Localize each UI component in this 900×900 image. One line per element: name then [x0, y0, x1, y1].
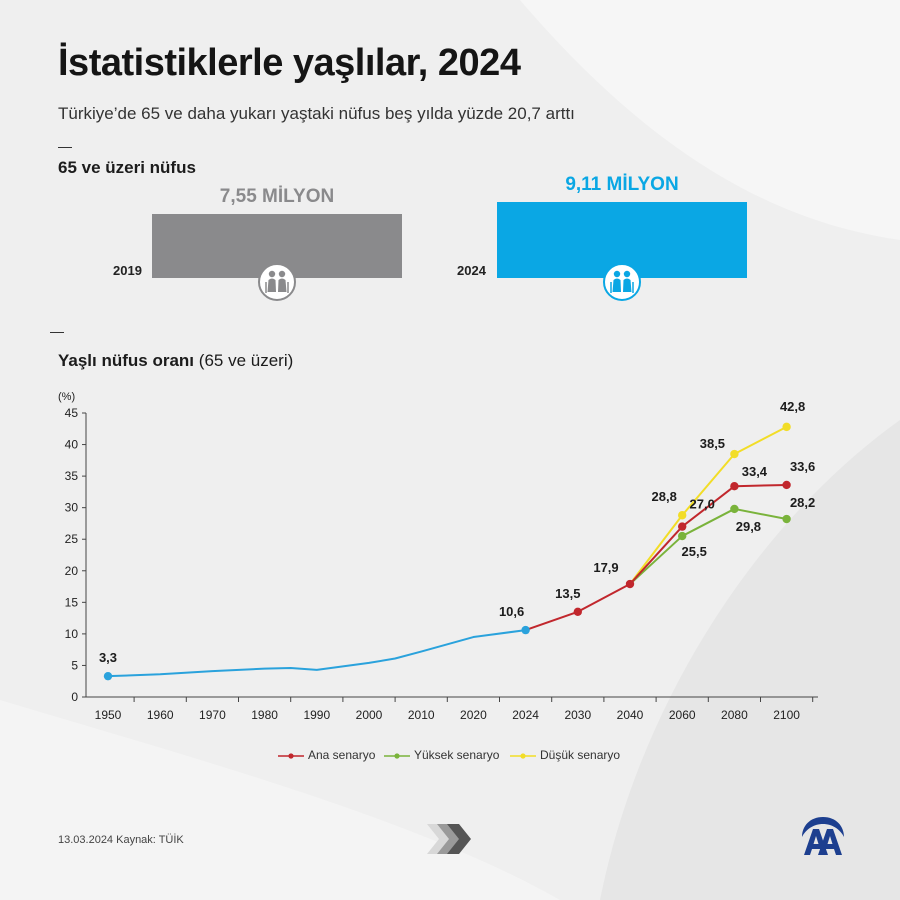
x-tick-label: 2030 — [564, 708, 591, 722]
data-label: 27,0 — [690, 497, 715, 512]
data-label: 42,8 — [780, 399, 805, 414]
data-point — [730, 482, 739, 491]
chevron-arrows-icon — [427, 824, 471, 854]
data-label: 28,2 — [790, 495, 815, 510]
page-subtitle: Türkiye’de 65 ve daha yukarı yaştaki nüf… — [58, 104, 575, 123]
x-tick-label: 2060 — [669, 708, 696, 722]
data-point — [678, 522, 687, 531]
series-line-1 — [525, 483, 787, 632]
data-label: 33,4 — [742, 464, 768, 479]
ratio-section-title: Yaşlı nüfus oranı (65 ve üzeri) — [58, 351, 293, 371]
data-point — [573, 607, 582, 616]
data-point — [625, 579, 635, 589]
data-label: 10,6 — [499, 604, 524, 619]
x-tick-label: 2040 — [617, 708, 644, 722]
population-section-title: 65 ve üzeri nüfus — [58, 158, 196, 177]
aa-logo-icon — [802, 817, 844, 855]
data-point — [782, 480, 791, 490]
elderly-couple-icon — [258, 263, 296, 301]
section-divider — [58, 147, 72, 148]
data-label: 28,8 — [652, 489, 677, 504]
ratio-title-bold: Yaşlı nüfus oranı — [58, 351, 195, 370]
x-tick-label: 1980 — [251, 708, 278, 722]
data-point — [782, 514, 791, 524]
data-point — [521, 625, 530, 635]
y-tick-label: 5 — [71, 658, 78, 672]
legend-label: Düşük senaryo — [540, 748, 621, 762]
x-tick-label: 2080 — [721, 708, 748, 722]
data-label: 38,5 — [700, 436, 725, 451]
data-label: 17,9 — [593, 560, 618, 575]
y-axis-unit-label: (%) — [58, 391, 75, 403]
legend-swatch — [278, 753, 304, 759]
bar-2024-label: 9,11 MİLYON — [565, 174, 679, 195]
elderly-couple-icon — [603, 263, 641, 301]
data-label: 33,6 — [790, 459, 815, 474]
legend-swatch — [384, 753, 410, 759]
x-tick-label: 1990 — [303, 708, 330, 722]
series-line-0 — [107, 629, 526, 678]
legend-label: Yüksek senaryo — [414, 748, 500, 762]
y-tick-label: 15 — [65, 595, 79, 609]
x-tick-label: 2000 — [356, 708, 383, 722]
data-label: 3,3 — [99, 650, 117, 665]
data-label: 25,5 — [682, 544, 707, 559]
data-point — [103, 671, 113, 681]
bar-2024-year: 2024 — [457, 263, 486, 278]
data-label: 29,8 — [736, 519, 761, 534]
x-tick-label: 1950 — [95, 708, 122, 722]
legend-swatch — [510, 753, 536, 759]
y-tick-label: 25 — [65, 532, 79, 546]
data-point — [782, 422, 791, 432]
y-tick-label: 35 — [65, 469, 79, 483]
data-point — [678, 511, 687, 520]
y-tick-label: 30 — [65, 501, 79, 515]
x-tick-label: 2010 — [408, 708, 435, 722]
bar-2019-label: 7,55 MİLYON — [219, 186, 335, 207]
x-tick-label: 2024 — [512, 708, 539, 722]
y-tick-label: 10 — [65, 627, 79, 641]
y-tick-label: 20 — [65, 564, 79, 578]
data-point — [730, 504, 739, 514]
y-tick-label: 40 — [65, 438, 79, 452]
bar-2019-year: 2019 — [113, 263, 142, 278]
series-line-3 — [629, 425, 788, 585]
section-divider — [50, 332, 64, 333]
legend-label: Ana senaryo — [308, 748, 376, 762]
y-tick-label: 45 — [65, 406, 79, 420]
x-tick-label: 1960 — [147, 708, 174, 722]
x-tick-label: 2100 — [773, 708, 800, 722]
page-title: İstatistiklerle yaşlılar, 2024 — [58, 42, 521, 84]
series-line-2 — [629, 507, 787, 585]
x-tick-label: 1970 — [199, 708, 226, 722]
ratio-title-light: (65 ve üzeri) — [198, 351, 294, 370]
y-tick-label: 0 — [71, 690, 78, 704]
footer-source: 13.03.2024 Kaynak: TÜİK — [58, 834, 184, 846]
data-label: 13,5 — [555, 586, 580, 601]
data-point — [678, 531, 687, 541]
data-point — [730, 449, 739, 459]
x-tick-label: 2020 — [460, 708, 487, 722]
